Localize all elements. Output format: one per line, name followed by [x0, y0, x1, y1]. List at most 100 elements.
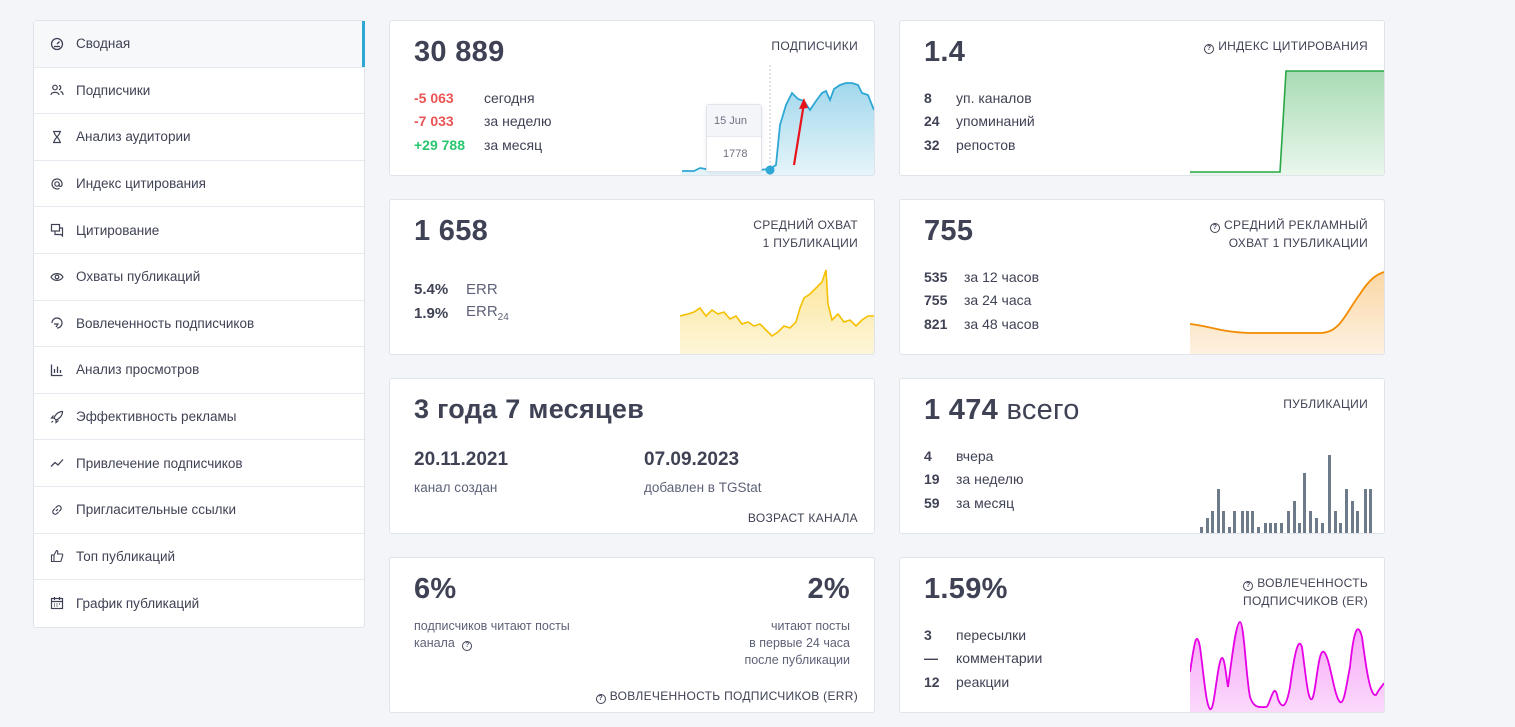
help-icon[interactable]: ?	[1243, 581, 1254, 591]
bar	[1280, 523, 1283, 533]
area-fill	[682, 83, 874, 175]
arrow-head	[799, 98, 808, 109]
stat-label: за 48 часов	[964, 315, 1040, 332]
stat-label: вчера	[956, 447, 994, 464]
help-icon[interactable]: ?	[462, 641, 473, 651]
hover-point	[765, 165, 775, 175]
citation-title: ? ИНДЕКС ЦИТИРОВАНИЯ	[1204, 37, 1368, 55]
dashboard-icon	[50, 37, 64, 51]
stat-value: 535	[924, 268, 948, 285]
sidebar-item-ads[interactable]: Эффективность рекламы	[34, 394, 364, 441]
quote-icon	[50, 223, 64, 238]
err-card[interactable]: 6% 2% подписчиков читают посты канала ? …	[389, 557, 875, 713]
sidebar-item-subscribers[interactable]: Подписчики	[34, 68, 364, 115]
subscribers-card[interactable]: 30 889 ПОДПИСЧИКИ -5 063 сегодня -7 033 за…	[389, 20, 875, 176]
reach-title: СРЕДНИЙ ОХВАТ 1 ПУБЛИКАЦИИ	[753, 216, 858, 252]
stat-value: 755	[924, 292, 948, 309]
ad-reach-card[interactable]: 755 ? СРЕДНИЙ РЕКЛАМНЫЙ ОХВАТ 1 ПУБЛИКАЦИИ…	[899, 199, 1385, 355]
reach-title-line: СРЕДНИЙ ОХВАТ	[753, 218, 858, 232]
help-icon[interactable]: ?	[1204, 44, 1215, 54]
bar	[1298, 523, 1301, 533]
stat-label: за 12 часов	[964, 268, 1040, 285]
thumbs-up-icon	[50, 549, 64, 563]
reach-sparkline[interactable]	[680, 264, 874, 354]
bar	[1315, 518, 1318, 533]
ad-reach-title: ? СРЕДНИЙ РЕКЛАМНЫЙ ОХВАТ 1 ПУБЛИКАЦИИ	[1210, 216, 1368, 252]
sidebar-item-citation-index[interactable]: Индекс цитирования	[34, 161, 364, 208]
stat-value: 12	[924, 673, 940, 690]
err-left-desc-text: канала	[414, 636, 455, 650]
bar	[1211, 511, 1214, 533]
sidebar-item-invite-links[interactable]: Пригласительные ссылки	[34, 487, 364, 534]
hourglass-icon	[50, 130, 64, 144]
bar	[1217, 489, 1220, 533]
users-icon	[50, 83, 64, 97]
sidebar-item-reach[interactable]: Охваты публикаций	[34, 254, 364, 301]
sidebar-item-views[interactable]: Анализ просмотров	[34, 347, 364, 394]
bar	[1345, 489, 1348, 533]
stat-value: 59	[924, 494, 940, 511]
channel-age-card[interactable]: 3 года 7 месяцев 20.11.2021 канал создан…	[389, 378, 875, 534]
stat-label: за месяц	[956, 494, 1015, 511]
er-title-line: ? ВОВЛЕЧЕННОСТЬ	[1243, 574, 1368, 592]
subscribers-sparkline[interactable]	[674, 65, 874, 175]
err-left-desc: подписчиков читают посты канала ?	[414, 618, 570, 652]
bar	[1251, 511, 1254, 533]
sidebar-item-acquisition[interactable]: Привлечение подписчиков	[34, 440, 364, 487]
stat-label: за неделю	[956, 471, 1024, 488]
posts-card[interactable]: 1 474 всего ПУБЛИКАЦИИ 4 вчера 19 за недел…	[899, 378, 1385, 534]
sidebar-item-summary[interactable]: Сводная	[34, 21, 365, 68]
bar	[1321, 523, 1324, 533]
stat-label: за 24 часа	[964, 292, 1032, 309]
sidebar-item-label: Индекс цитирования	[76, 176, 206, 192]
bar	[1233, 511, 1236, 533]
bar	[1351, 501, 1354, 533]
citation-sparkline[interactable]	[1190, 65, 1384, 175]
sidebar-item-schedule[interactable]: График публикаций	[34, 580, 364, 627]
stat-label: уп. каналов	[956, 89, 1032, 106]
added-date: 07.09.2023	[644, 449, 740, 470]
stat-row: 1.9% ERR24	[414, 302, 509, 326]
at-icon	[50, 177, 64, 191]
sidebar-item-citation[interactable]: Цитирование	[34, 207, 364, 254]
eye-icon	[50, 270, 64, 284]
bar-chart-icon	[50, 363, 64, 377]
area-fill	[1190, 272, 1384, 354]
help-icon[interactable]: ?	[1210, 223, 1221, 233]
ad-reach-title-line: ? СРЕДНИЙ РЕКЛАМНЫЙ	[1210, 216, 1368, 234]
subscribers-title: ПОДПИСЧИКИ	[771, 39, 858, 53]
sidebar-item-top-posts[interactable]: Топ публикаций	[34, 534, 364, 581]
sidebar-item-label: Привлечение подписчиков	[76, 455, 243, 471]
err-right-value: 2%	[807, 573, 850, 605]
line	[680, 269, 874, 338]
help-icon[interactable]: ?	[595, 694, 606, 704]
posts-suffix: всего	[1006, 394, 1080, 426]
stat-value: +29 788	[414, 136, 465, 153]
ad-reach-sparkline[interactable]	[1190, 264, 1384, 354]
reach-card[interactable]: 1 658 СРЕДНИЙ ОХВАТ 1 ПУБЛИКАЦИИ 5.4% ERR …	[389, 199, 875, 355]
stat-value: 19	[924, 471, 940, 488]
posts-bar-chart[interactable]	[1190, 443, 1384, 533]
citation-card[interactable]: 1.4 ? ИНДЕКС ЦИТИРОВАНИЯ 8 уп. каналов 24 у…	[899, 20, 1385, 176]
bar	[1228, 527, 1231, 533]
channel-age-value: 3 года 7 месяцев	[414, 394, 645, 424]
bar	[1334, 511, 1337, 533]
bar	[1264, 523, 1267, 533]
sidebar-item-label: Пригласительные ссылки	[76, 502, 237, 518]
stat-row: 32 репостов	[924, 133, 1035, 157]
err24-label: ERR24	[466, 303, 509, 323]
stat-label: репостов	[956, 136, 1016, 153]
area-fill	[1190, 71, 1384, 175]
er-title-text: ВОВЛЕЧЕННОСТЬ	[1257, 576, 1368, 590]
er-card[interactable]: 1.59% ? ВОВЛЕЧЕННОСТЬ ПОДПИСЧИКОВ (ER) 3 пе…	[899, 557, 1385, 713]
subscribers-stats: -5 063 сегодня -7 033 за неделю +29 788 за …	[414, 86, 551, 157]
reach-title-line: 1 ПУБЛИКАЦИИ	[762, 236, 858, 250]
sidebar-item-label: Топ публикаций	[76, 548, 176, 564]
sidebar-item-engagement[interactable]: Вовлеченность подписчиков	[34, 301, 364, 348]
stat-row: 59 за месяц	[924, 491, 1023, 515]
sidebar-item-audience[interactable]: Анализ аудитории	[34, 114, 364, 161]
err24-label-text: ERR	[466, 303, 498, 321]
bar	[1309, 511, 1312, 533]
er-sparkline[interactable]	[1190, 617, 1384, 712]
reach-value: 1 658	[414, 215, 489, 247]
